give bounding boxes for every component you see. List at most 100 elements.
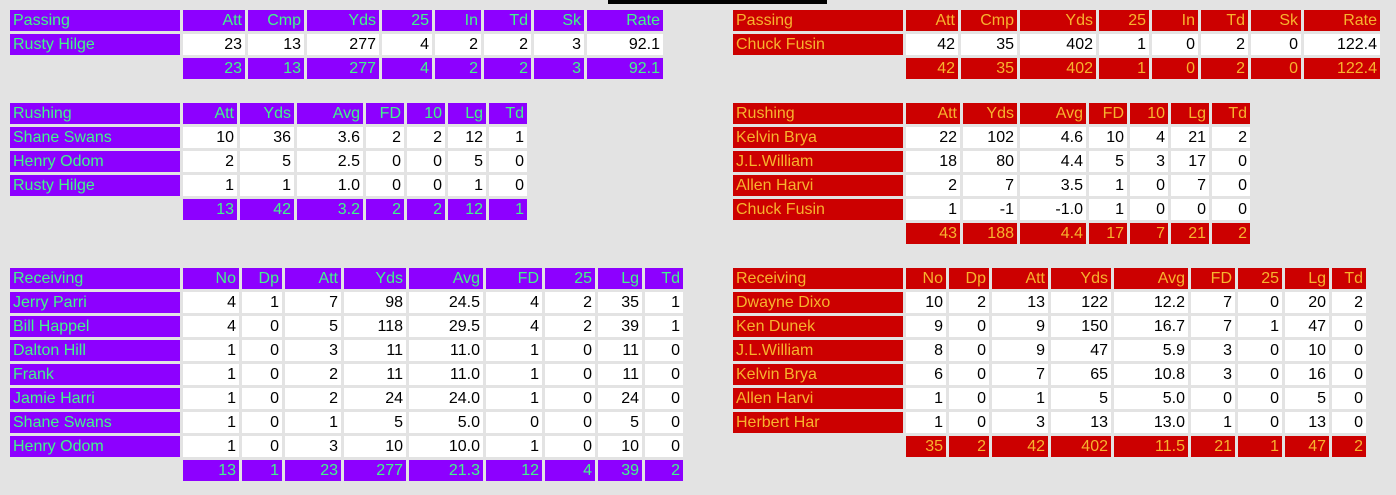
right-rushing-header-row: Rushing Att Yds Avg FD 10 Lg Td (733, 103, 1250, 124)
stat-cell: 3.5 (1020, 175, 1086, 196)
stat-cell: 4 (486, 292, 542, 313)
column-header: Sk (534, 10, 584, 31)
table-row: Rusty Hilge 1 1 1.0 0 0 1 0 (10, 175, 527, 196)
column-header: In (435, 10, 481, 31)
right-receiving-section-title: Receiving (733, 268, 903, 289)
stat-cell: 0 (1251, 34, 1301, 55)
stat-cell: 17 (1171, 151, 1209, 172)
column-header: Avg (297, 103, 363, 124)
stat-cell: 0 (645, 436, 683, 457)
stat-cell: 47 (1285, 316, 1329, 337)
stat-cell: 2 (285, 388, 341, 409)
total-cell: 13 (248, 58, 304, 79)
total-cell: 4.4 (1020, 223, 1086, 244)
stat-cell: 122 (1051, 292, 1111, 313)
total-cell: 2 (435, 58, 481, 79)
table-row: Shane Swans 10 36 3.6 2 2 12 1 (10, 127, 527, 148)
total-cell: 7 (1130, 223, 1168, 244)
total-cell: 23 (183, 58, 245, 79)
column-header: Avg (1114, 268, 1188, 289)
stat-cell: 277 (307, 34, 379, 55)
stat-cell: 2 (183, 151, 237, 172)
total-cell: 39 (598, 460, 642, 481)
stat-cell: 3 (1130, 151, 1168, 172)
stat-cell: 8 (906, 340, 946, 361)
stat-cell: 3 (285, 340, 341, 361)
left-rushing-section-title: Rushing (10, 103, 180, 124)
stat-cell: 0 (645, 340, 683, 361)
column-header: 25 (1099, 10, 1149, 31)
player-name: Bill Happel (10, 316, 180, 337)
total-cell: 2 (484, 58, 531, 79)
total-cell: 188 (963, 223, 1017, 244)
stat-cell: 11 (598, 364, 642, 385)
stat-cell: 1 (906, 388, 946, 409)
column-header: No (906, 268, 946, 289)
column-header: No (183, 268, 239, 289)
stat-cell: -1.0 (1020, 199, 1086, 220)
total-cell: 2 (1332, 436, 1366, 457)
stat-cell: 1 (486, 364, 542, 385)
stat-cell: 3 (992, 412, 1048, 433)
table-row: Frank 1 0 2 11 11.0 1 0 11 0 (10, 364, 683, 385)
stat-cell: 5 (1089, 151, 1127, 172)
column-header: Att (183, 103, 237, 124)
right-receiving-table: Receiving No Dp Att Yds Avg FD 25 Lg Td Dwayne Dix… (730, 265, 1369, 460)
total-cell: 2 (949, 436, 989, 457)
stat-cell: 0 (1130, 175, 1168, 196)
stat-cell: 35 (961, 34, 1017, 55)
stat-cell: 7 (963, 175, 1017, 196)
stat-cell: 13 (248, 34, 304, 55)
total-cell: 1 (242, 460, 282, 481)
player-name: Kelvin Brya (733, 127, 903, 148)
total-cell: 277 (307, 58, 379, 79)
column-header: Att (992, 268, 1048, 289)
column-header: Rate (587, 10, 663, 31)
table-row: Kelvin Brya 22 102 4.6 10 4 21 2 (733, 127, 1250, 148)
column-header: 10 (407, 103, 445, 124)
total-cell: 402 (1020, 58, 1096, 79)
total-cell: 13 (183, 460, 239, 481)
stat-cell: 1 (645, 292, 683, 313)
total-cell: 2 (366, 199, 404, 220)
stat-cell: 1 (183, 388, 239, 409)
stat-cell: 5 (285, 316, 341, 337)
table-row: Kelvin Brya 6 0 7 65 10.8 3 0 16 0 (733, 364, 1366, 385)
stat-cell: 0 (242, 316, 282, 337)
stat-cell: 1 (486, 340, 542, 361)
right-passing-table: Passing Att Cmp Yds 25 In Td Sk Rate Chuck Fusin 4… (730, 7, 1383, 82)
total-cell: 1 (1099, 58, 1149, 79)
stat-cell: 1 (242, 292, 282, 313)
stat-cell: 10 (598, 436, 642, 457)
stat-cell: 0 (1238, 292, 1282, 313)
total-cell: 17 (1089, 223, 1127, 244)
blank-cell (10, 460, 180, 481)
column-header: Lg (1171, 103, 1209, 124)
stat-cell: 0 (545, 340, 595, 361)
table-row: Ken Dunek 9 0 9 150 16.7 7 1 47 0 (733, 316, 1366, 337)
table-row: Herbert Har 1 0 3 13 13.0 1 0 13 0 (733, 412, 1366, 433)
column-header: Td (1332, 268, 1366, 289)
stat-cell: 0 (545, 436, 595, 457)
column-header: Td (645, 268, 683, 289)
column-header: Yds (307, 10, 379, 31)
blank-cell (10, 199, 180, 220)
column-header: Lg (448, 103, 486, 124)
column-header: Yds (344, 268, 406, 289)
table-row: Chuck Fusin 42 35 402 1 0 2 0 122.4 (733, 34, 1380, 55)
stat-cell: 3 (1191, 364, 1235, 385)
left-receiving-table: Receiving No Dp Att Yds Avg FD 25 Lg Td Jerry Parr… (7, 265, 686, 484)
column-header: Yds (240, 103, 294, 124)
column-header: Att (906, 103, 960, 124)
stat-cell: 7 (285, 292, 341, 313)
left-passing-table: Passing Att Cmp Yds 25 In Td Sk Rate Rusty Hilge 2… (7, 7, 666, 82)
stat-cell: 2 (545, 316, 595, 337)
player-name: Henry Odom (10, 436, 180, 457)
stat-cell: 3 (285, 436, 341, 457)
player-name: Frank (10, 364, 180, 385)
stat-cell: 5.0 (1114, 388, 1188, 409)
blank-cell (733, 436, 903, 457)
player-name: Shane Swans (10, 127, 180, 148)
stat-cell: 5 (448, 151, 486, 172)
table-row: Dwayne Dixo 10 2 13 122 12.2 7 0 20 2 (733, 292, 1366, 313)
